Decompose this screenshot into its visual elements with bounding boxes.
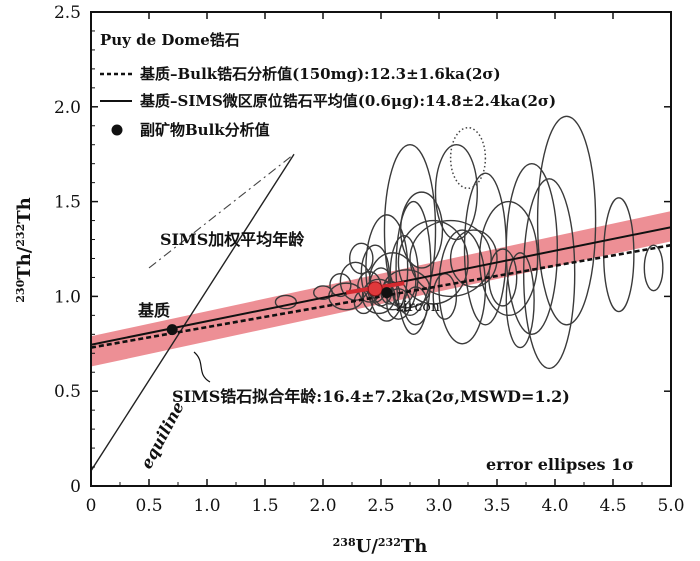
legend-sims-mean: 基质–SIMS微区原位锆石平均值(0.6μg):14.8±2.4ka(2σ) bbox=[139, 92, 556, 110]
error-ellipse bbox=[478, 200, 539, 317]
x-tick-label: 1.5 bbox=[251, 496, 278, 516]
error-ellipse bbox=[505, 252, 535, 349]
y-tick-label: 2.5 bbox=[54, 3, 81, 23]
x-tick-label: 0 bbox=[86, 496, 97, 516]
y-tick-label: 1.0 bbox=[54, 287, 81, 307]
y-tick-label: 0.5 bbox=[54, 382, 81, 402]
x-tick-label: 0.5 bbox=[135, 496, 162, 516]
legend: Puy de Dome锆石 基质–Bulk锆石分析值(150mg):12.3±1… bbox=[100, 31, 556, 139]
error-ellipse bbox=[386, 288, 411, 320]
x-tick-label: 2.0 bbox=[309, 496, 336, 516]
plot-area bbox=[91, 115, 671, 472]
y-tick-label: 1.5 bbox=[54, 193, 81, 213]
error-ellipse bbox=[365, 214, 409, 322]
error-ellipse bbox=[403, 286, 429, 326]
error-ellipse bbox=[409, 219, 492, 298]
legend-dot-swatch bbox=[111, 124, 123, 136]
zircon-label: zircon bbox=[396, 299, 440, 315]
x-tick-label: 4.5 bbox=[599, 496, 626, 516]
error-ellipse bbox=[449, 229, 498, 288]
x-tick-label: 1.0 bbox=[193, 496, 220, 516]
dotted-error-ellipse bbox=[449, 126, 487, 190]
point-zircon-bulk bbox=[381, 287, 393, 299]
x-tick-label: 3.0 bbox=[425, 496, 452, 516]
error-ellipse bbox=[522, 178, 576, 370]
x-tick-label: 4.0 bbox=[541, 496, 568, 516]
x-tick-label: 3.5 bbox=[483, 496, 510, 516]
legend-accessory-bulk: 副矿物Bulk分析值 bbox=[140, 121, 270, 139]
y-tick-label: 0 bbox=[70, 477, 81, 497]
point-sims-mean bbox=[367, 281, 383, 297]
error-ellipse bbox=[395, 200, 432, 336]
sims-weighted-age-label: SIMS加权平均年龄 bbox=[160, 230, 305, 249]
error-ellipses-note: error ellipses 1σ bbox=[486, 455, 634, 474]
axes: 0 0.5 1.0 1.5 2.0 2.5 3.0 3.5 4.0 4.5 5.0 0 0.5 1.0 1.… bbox=[54, 3, 685, 516]
error-ellipse bbox=[274, 294, 298, 310]
fit-label-leader bbox=[193, 351, 211, 383]
error-ellipse bbox=[643, 244, 664, 292]
x-tick-label: 2.5 bbox=[367, 496, 394, 516]
error-ellipse bbox=[383, 144, 437, 317]
equiline-label: equiline bbox=[137, 398, 188, 471]
sims-fit-age-label: SIMS锆石拟合年龄:16.4±7.2ka(2σ,MSWD=1.2) bbox=[172, 387, 570, 406]
legend-bulk-zircon: 基质–Bulk锆石分析值(150mg):12.3±1.6ka(2σ) bbox=[139, 65, 501, 83]
matrix-label: 基质 bbox=[137, 301, 170, 320]
bulk-zircon-line bbox=[91, 243, 671, 349]
error-ellipse bbox=[361, 278, 396, 315]
point-matrix bbox=[166, 324, 178, 336]
error-ellipse bbox=[400, 191, 444, 269]
error-ellipse bbox=[329, 272, 352, 298]
error-ellipse bbox=[603, 197, 635, 313]
error-ellipse bbox=[536, 115, 597, 326]
chart-title: Puy de Dome锆石 bbox=[100, 31, 240, 49]
y-axis-title: 230Th/232Th bbox=[14, 197, 36, 302]
y-tick-label: 2.0 bbox=[54, 98, 81, 118]
equiline bbox=[91, 153, 295, 472]
x-tick-label: 5.0 bbox=[657, 496, 684, 516]
x-axis-title: 238U/232Th bbox=[333, 536, 428, 558]
equiline-reference-dashed bbox=[148, 153, 295, 269]
error-ellipse bbox=[505, 162, 559, 336]
